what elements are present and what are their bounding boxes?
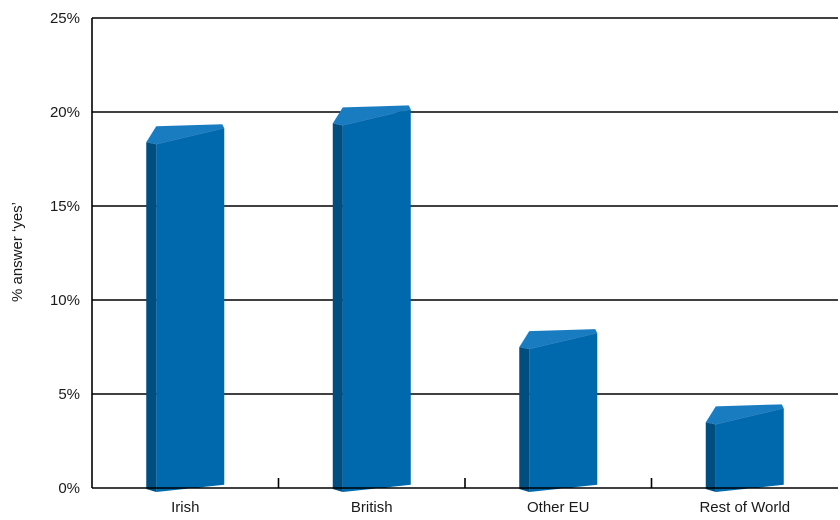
bar-side-face (146, 142, 157, 492)
y-tick-label: 0% (58, 480, 80, 497)
bar-top-face (332, 105, 411, 126)
bar-side-face (705, 422, 716, 492)
bar-front-face (156, 128, 225, 492)
bar (146, 124, 225, 492)
y-tick-label: 25% (50, 10, 80, 27)
y-tick-labels: 0% 5% 10% 15% 20% 25% (50, 10, 80, 497)
bar-front-face (529, 333, 598, 492)
y-tick-label: 10% (50, 292, 80, 309)
x-tick-label: Rest of World (699, 499, 790, 516)
bar-top-face (519, 329, 598, 350)
bars (146, 105, 784, 493)
x-tick-label: Other EU (527, 499, 590, 516)
bar-top-face (705, 404, 784, 425)
y-axis-label: % answer ‘yes’ (9, 202, 26, 302)
axes (91, 18, 838, 489)
bar-front-face (715, 408, 784, 492)
bar (705, 404, 784, 492)
bar-side-face (519, 347, 530, 492)
y-tick-label: 5% (58, 386, 80, 403)
x-tick-label: British (351, 499, 393, 516)
x-tick-labels: Irish British Other EU Rest of World (171, 499, 790, 516)
bar (332, 105, 411, 493)
bar-front-face (342, 109, 411, 493)
y-tick-label: 20% (50, 104, 80, 121)
y-tick-label: 15% (50, 198, 80, 215)
bar (519, 329, 598, 492)
x-tick-label: Irish (171, 499, 199, 516)
bar-top-face (146, 124, 225, 145)
bar-side-face (332, 123, 343, 493)
